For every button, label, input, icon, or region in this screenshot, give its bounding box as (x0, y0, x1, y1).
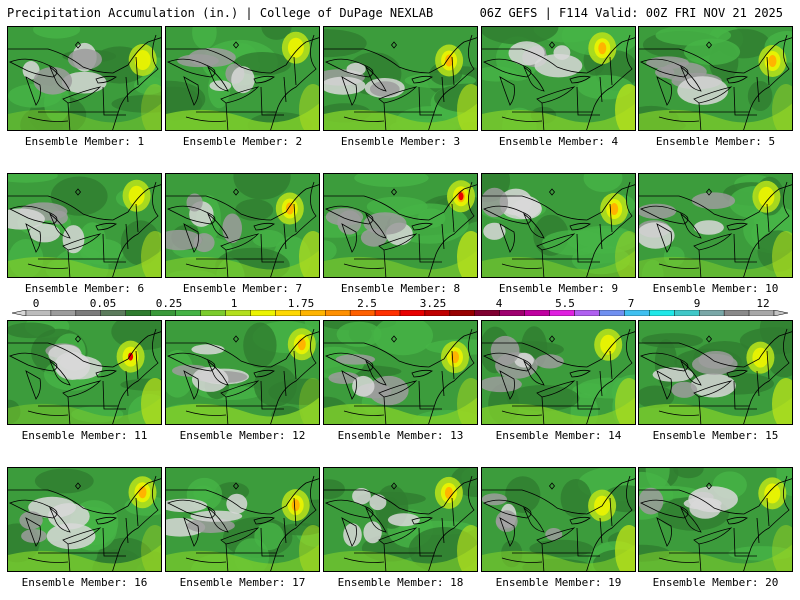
ensemble-member-label: Ensemble Member: 3 (340, 135, 461, 148)
colorbar-tick-label: 9 (693, 297, 701, 310)
ensemble-member-label: Ensemble Member: 10 (652, 282, 779, 295)
colorbar-swatch (449, 310, 475, 316)
ensemble-member-label: Ensemble Member: 17 (179, 576, 306, 589)
ensemble-member-label: Ensemble Member: 2 (182, 135, 303, 148)
ensemble-member-label: Ensemble Member: 8 (340, 282, 461, 295)
ensemble-map-panel (323, 467, 478, 572)
map-title: Precipitation Accumulation (in.) | Colle… (7, 6, 434, 20)
ensemble-map-panel (481, 320, 636, 425)
ensemble-map-panel (7, 467, 162, 572)
colorbar-tick-label: 0.25 (155, 297, 183, 310)
colorbar-swatch (699, 310, 725, 316)
ensemble-member-label: Ensemble Member: 12 (179, 429, 306, 442)
ensemble-map-panel (7, 173, 162, 278)
ensemble-member-label: Ensemble Member: 11 (21, 429, 148, 442)
colorbar-swatch (599, 310, 625, 316)
colorbar-tick-label: 2.5 (357, 297, 377, 310)
ensemble-map-panel (165, 173, 320, 278)
ensemble-map-panel (323, 173, 478, 278)
colorbar-swatch (624, 310, 650, 316)
colorbar-swatch (50, 310, 77, 316)
ensemble-map-panel (165, 320, 320, 425)
ensemble-member-label: Ensemble Member: 19 (495, 576, 622, 589)
colorbar-tick-label: 0.05 (89, 297, 117, 310)
ensemble-map-panel (638, 26, 793, 131)
ensemble-map-panel (481, 26, 636, 131)
colorbar-swatch (325, 310, 351, 316)
colorbar-swatch (300, 310, 326, 316)
colorbar-swatch (150, 310, 176, 316)
colorbar-swatch (474, 310, 500, 316)
ensemble-member-label: Ensemble Member: 5 (655, 135, 776, 148)
ensemble-member-label: Ensemble Member: 20 (652, 576, 779, 589)
ensemble-map-panel (165, 467, 320, 572)
colorbar-tick-label: 7 (627, 297, 635, 310)
colorbar-tick-label: 0 (32, 297, 40, 310)
ensemble-map-panel (638, 173, 793, 278)
colorbar-swatch (748, 310, 775, 316)
colorbar-tick-label: 3.25 (419, 297, 447, 310)
ensemble-member-label: Ensemble Member: 18 (337, 576, 464, 589)
colorbar-swatch (275, 310, 301, 316)
ensemble-member-label: Ensemble Member: 14 (495, 429, 622, 442)
ensemble-member-label: Ensemble Member: 9 (498, 282, 619, 295)
ensemble-map-panel (323, 26, 478, 131)
colorbar-swatch (549, 310, 575, 316)
ensemble-map-panel (323, 320, 478, 425)
ensemble-map-panel (7, 320, 162, 425)
ensemble-member-label: Ensemble Member: 1 (24, 135, 145, 148)
colorbar-swatch (25, 310, 52, 316)
colorbar-swatch (723, 310, 750, 316)
colorbar-swatch (250, 310, 276, 316)
colorbar-swatch (674, 310, 700, 316)
colorbar-tick-label: 1 (230, 297, 238, 310)
ensemble-member-label: Ensemble Member: 13 (337, 429, 464, 442)
colorbar-swatch (574, 310, 600, 316)
colorbar-tick-label: 4 (495, 297, 503, 310)
colorbar-swatch (349, 310, 376, 316)
ensemble-map-panel (481, 173, 636, 278)
colorbar-swatch (649, 310, 675, 316)
ensemble-member-label: Ensemble Member: 6 (24, 282, 145, 295)
colorbar-swatch (75, 310, 101, 316)
colorbar-swatch (374, 310, 401, 316)
precipitation-colorbar (12, 310, 788, 316)
colorbar-swatch (399, 310, 426, 316)
colorbar-tick-label: 12 (756, 297, 770, 310)
ensemble-member-label: Ensemble Member: 16 (21, 576, 148, 589)
ensemble-map-panel (165, 26, 320, 131)
colorbar-swatch (524, 310, 550, 316)
colorbar-swatch (499, 310, 525, 316)
ensemble-map-panel (481, 467, 636, 572)
ensemble-member-label: Ensemble Member: 15 (652, 429, 779, 442)
ensemble-map-panel (638, 320, 793, 425)
colorbar-swatch (100, 310, 126, 316)
ensemble-member-label: Ensemble Member: 7 (182, 282, 303, 295)
colorbar-tick-label: 5.5 (555, 297, 575, 310)
colorbar-swatch (225, 310, 251, 316)
model-run-info: 06Z GEFS | F114 Valid: 00Z FRI NOV 21 20… (479, 6, 783, 20)
ensemble-member-label: Ensemble Member: 4 (498, 135, 619, 148)
colorbar-swatch (200, 310, 226, 316)
colorbar-swatch (125, 310, 151, 316)
ensemble-map-panel (7, 26, 162, 131)
colorbar-swatch (175, 310, 201, 316)
ensemble-map-panel (638, 467, 793, 572)
colorbar-tick-label: 1.75 (287, 297, 315, 310)
colorbar-swatch (424, 310, 451, 316)
